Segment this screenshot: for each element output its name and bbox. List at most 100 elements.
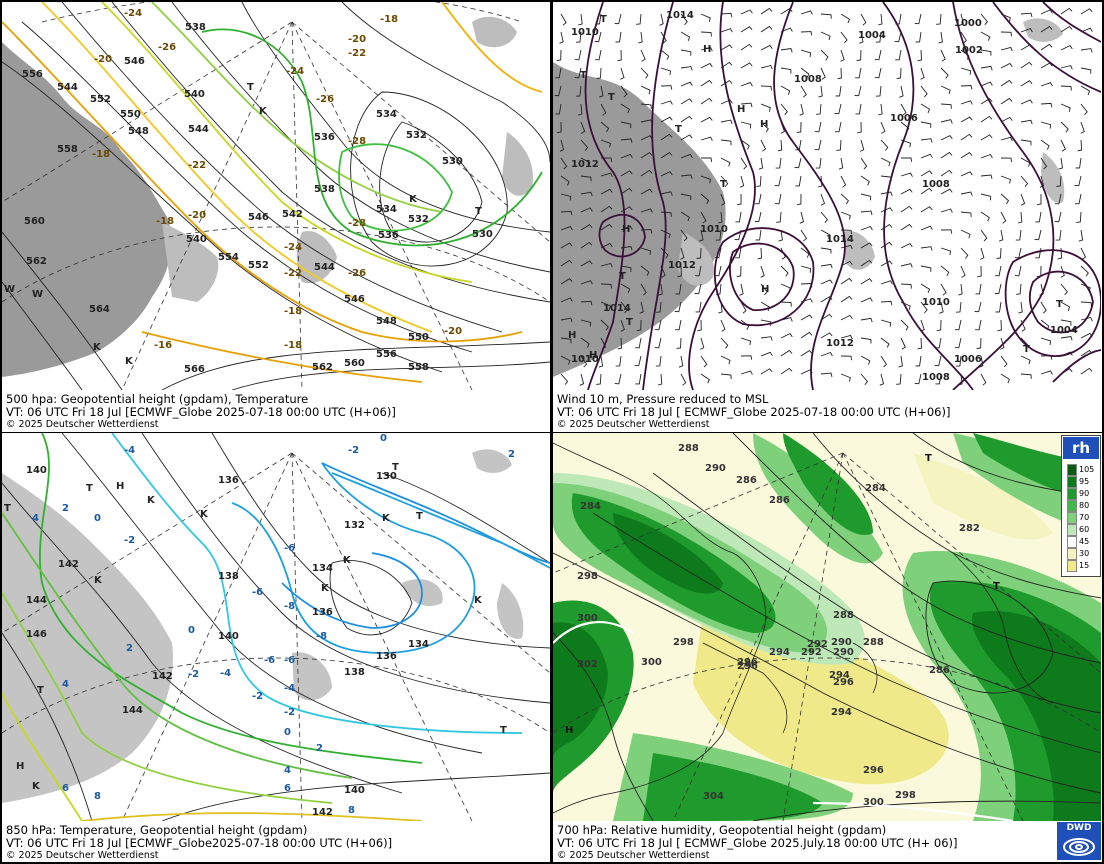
wind-barb (859, 139, 865, 152)
wind-barb (740, 121, 752, 129)
wind-barb (1040, 102, 1053, 108)
wind-barb (740, 9, 753, 15)
wind-barb (860, 337, 872, 344)
wind-barb (617, 337, 623, 350)
wind-barb (1058, 157, 1064, 170)
wind-barb (620, 265, 632, 272)
wind-barb (1060, 301, 1071, 311)
height-label: 550 (408, 332, 429, 343)
wind-barb (740, 319, 750, 331)
wind-barb (860, 317, 873, 323)
wind-barb (940, 169, 953, 177)
wind-barb (840, 175, 847, 188)
wind-barb (915, 355, 922, 367)
wind-barb (980, 65, 993, 71)
wind-barb (600, 139, 611, 148)
height-label: 540 (186, 234, 207, 245)
wind-barb (760, 25, 773, 33)
wind-barb (1020, 193, 1026, 206)
wind-barb (654, 319, 662, 331)
wind-barb (720, 99, 733, 105)
caption-850hpa: 850 hPa: Temperature, Geopotential heigh… (2, 821, 550, 862)
wind-barb (617, 49, 622, 62)
dwd-logo-text: DWD (1066, 823, 1092, 833)
wind-barb (834, 103, 842, 115)
rh-legend-tick: 45 (1079, 537, 1090, 546)
wind-barb (960, 133, 973, 141)
wind-barb (774, 193, 782, 205)
wind-barb (700, 337, 705, 350)
wind-barb (894, 31, 902, 43)
wind-barb (940, 151, 953, 159)
wind-barb (900, 283, 912, 289)
wind-barb (640, 247, 652, 255)
wind-barb (695, 265, 702, 277)
wind-barb (740, 139, 750, 150)
wind-barb (560, 297, 573, 303)
wind-barb (700, 97, 713, 105)
height-label: 546 (124, 56, 145, 67)
wind-barb (1080, 48, 1093, 53)
wind-barb (840, 334, 853, 340)
temp-label: -26 (158, 42, 176, 53)
height-label: 530 (472, 229, 493, 240)
wind-barb (1036, 194, 1042, 206)
height-label: 552 (248, 260, 269, 271)
wind-barb (636, 319, 642, 332)
wind-barb (1060, 335, 1073, 341)
wind-barb (934, 355, 942, 367)
wind-barb (700, 31, 712, 37)
isobar-label: 1012 (668, 260, 696, 271)
wind-barb (1020, 12, 1033, 18)
wind-barb (600, 242, 613, 249)
wind-barb (880, 139, 889, 151)
wind-barb (640, 169, 653, 177)
wind-barb (860, 157, 868, 170)
wind-barb (796, 121, 802, 134)
wind-barb (914, 13, 922, 25)
wind-barb (975, 319, 982, 331)
wind-barb (600, 223, 613, 231)
wind-barb (880, 260, 893, 267)
wind-barb (915, 31, 922, 43)
wind-barb (874, 67, 882, 79)
wind-barb (560, 210, 573, 216)
isobar-label: 1012 (826, 338, 854, 349)
wind-barb (680, 134, 693, 141)
height-label: 146 (26, 629, 47, 640)
wind-barb (680, 247, 685, 260)
height-label: 134 (312, 563, 333, 574)
wind-barb (920, 225, 933, 231)
wind-barb (700, 47, 713, 52)
temp-label: -2 (284, 707, 295, 718)
wind-barb (594, 31, 602, 43)
wind-barb (756, 175, 762, 187)
wind-barb (1020, 373, 1032, 379)
wind-barb (900, 337, 906, 350)
wind-barb (1080, 247, 1087, 260)
wind-barb (920, 103, 931, 114)
wind-barb (914, 373, 922, 385)
wind-barb (920, 85, 928, 98)
wind-barb (780, 333, 793, 339)
wind-barb (840, 277, 853, 285)
wind-barb (836, 139, 842, 151)
wind-barb (620, 85, 628, 98)
labels-500hpa: 556 544 552 558 550 548 560 562 564 546 … (4, 8, 493, 375)
wind-barb (896, 67, 902, 79)
wind-barb (614, 13, 622, 25)
temp-label: 4 (284, 765, 291, 776)
height-label: 288 (863, 637, 884, 648)
wind-barb (795, 175, 802, 187)
pressure-centre: H (703, 44, 711, 55)
map-700hpa: 288 290 286 284 282 284 286 288 290 292 … (553, 433, 1101, 821)
caption-title: 500 hpa: Geopotential height (gpdam), Te… (6, 392, 309, 406)
wind-barb (860, 297, 873, 303)
wind-barb (818, 85, 823, 98)
pressure-centre: T (675, 124, 682, 135)
wind-barb (1000, 157, 1013, 163)
wind-barb (574, 49, 582, 61)
wind-barb (697, 319, 702, 332)
wind-barb (715, 229, 722, 241)
height-label: 134 (408, 639, 429, 650)
